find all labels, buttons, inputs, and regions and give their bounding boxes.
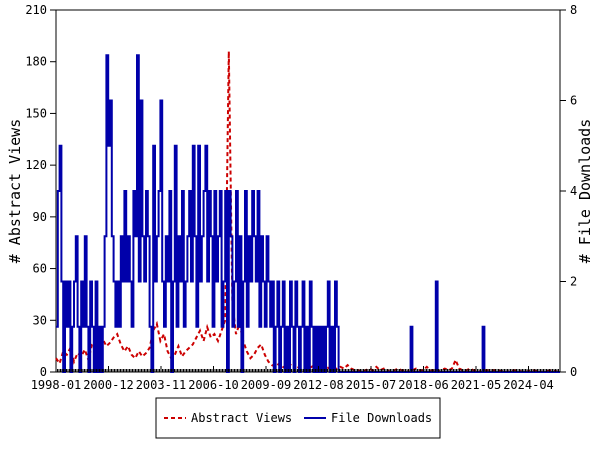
legend-label-abstract-views: Abstract Views (191, 411, 292, 425)
x-axis-tick-label: 2012-08 (293, 378, 344, 392)
left-axis-tick-label: 30 (33, 313, 47, 327)
legend: Abstract Views File Downloads (155, 397, 441, 439)
legend-box (155, 397, 441, 439)
legend-label-file-downloads: File Downloads (331, 411, 432, 425)
right-axis-tick-label: 8 (570, 3, 577, 17)
left-axis-tick-label: 0 (40, 365, 47, 379)
x-axis-tick-label: 2015-07 (346, 378, 397, 392)
left-axis-tick-label: 120 (25, 158, 47, 172)
left-axis-tick-label: 150 (25, 106, 47, 120)
x-axis-tick-label: 2018-06 (398, 378, 449, 392)
right-axis: 0 2 4 6 8 (560, 3, 577, 379)
x-axis-tick-label: 2009-09 (241, 378, 292, 392)
left-axis-tick-label: 180 (25, 55, 47, 69)
x-axis: 1998-01 2000-12 2003-11 2006-10 2009-09 2012-… (31, 366, 561, 392)
right-axis-title: # File Downloads (576, 119, 594, 264)
left-axis: 0 30 60 90 120 150 180 210 (25, 3, 56, 379)
series-line-file-downloads (56, 54, 560, 373)
x-axis-tick-label: 2000-12 (83, 378, 134, 392)
x-axis-tick-label: 2006-10 (188, 378, 239, 392)
x-axis-tick-label: 2024-04 (503, 378, 554, 392)
x-axis-tick-label: 2021-05 (451, 378, 502, 392)
right-axis-tick-label: 2 (570, 275, 577, 289)
right-axis-tick-label: 4 (570, 184, 577, 198)
x-axis-tick-label: 2003-11 (136, 378, 187, 392)
left-axis-title: # Abstract Views (6, 119, 24, 264)
left-axis-tick-label: 90 (33, 210, 47, 224)
left-axis-tick-label: 210 (25, 3, 47, 17)
left-axis-tick-label: 60 (33, 262, 47, 276)
x-axis-tick-label: 1998-01 (31, 378, 82, 392)
right-axis-tick-label: 0 (570, 365, 577, 379)
right-axis-tick-label: 6 (570, 94, 577, 108)
